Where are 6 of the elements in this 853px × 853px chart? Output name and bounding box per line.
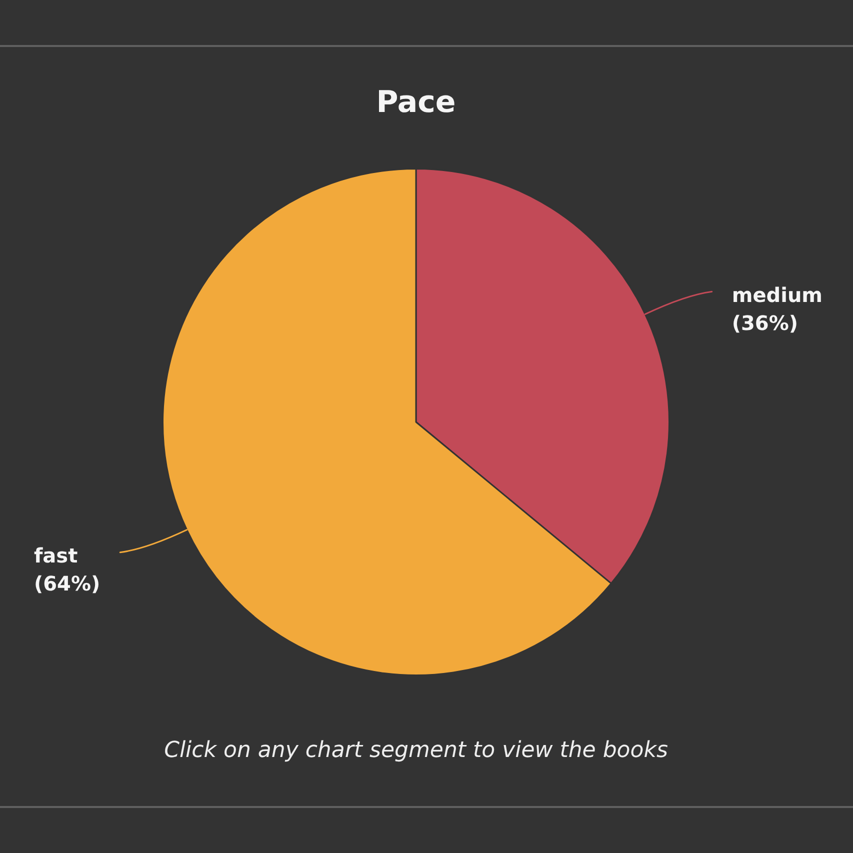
chart-title: Pace <box>376 85 456 120</box>
slice-label: fast <box>34 544 78 568</box>
text: Click on any chart segment to view the books <box>164 738 668 763</box>
slice-label: medium <box>732 282 823 307</box>
data-label: (36%) <box>732 310 798 335</box>
data-label: (64%) <box>34 572 100 596</box>
